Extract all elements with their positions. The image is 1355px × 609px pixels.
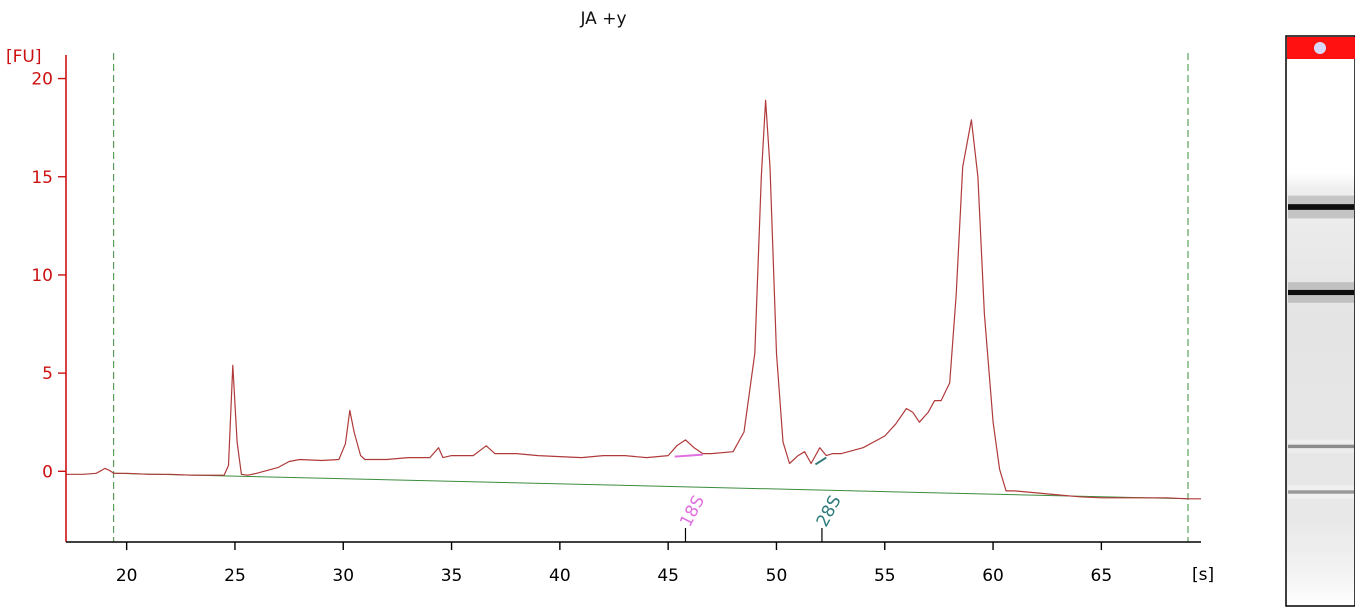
x-tick-label-40: 40 — [549, 566, 571, 586]
x-tick-label-55: 55 — [874, 566, 896, 586]
trace-line — [66, 99, 1201, 500]
plot-area: 0 5 10 15 20 20 25 30 35 40 45 50 55 60 65 18S 28S — [31, 53, 1201, 586]
gel-lane — [1285, 35, 1355, 607]
ann-segment-28S — [814, 456, 827, 466]
ann-segment-18S — [674, 453, 703, 458]
chart-title: JA +y — [579, 9, 626, 29]
gel-frame — [1285, 35, 1355, 607]
ann-label-18S: 18S — [676, 492, 709, 530]
x-tick-label-25: 25 — [224, 566, 246, 586]
baseline — [113, 472, 1189, 500]
y-tick-label-10: 10 — [31, 266, 53, 286]
gel-band-3 — [1288, 490, 1354, 494]
x-tick-label-35: 35 — [441, 566, 463, 586]
gel-band-0 — [1288, 204, 1354, 210]
x-tick-label-60: 60 — [982, 566, 1004, 586]
y-tick-label-0: 0 — [42, 462, 53, 482]
gel-well-dot — [1314, 42, 1326, 54]
gel-band-1 — [1288, 289, 1354, 296]
gel-band-2 — [1288, 444, 1354, 449]
x-tick-label-45: 45 — [657, 566, 679, 586]
y-tick-label-20: 20 — [31, 70, 53, 90]
y-tick-label-5: 5 — [42, 364, 53, 384]
x-tick-label-50: 50 — [766, 566, 788, 586]
x-tick-label-65: 65 — [1091, 566, 1113, 586]
x-tick-label-30: 30 — [332, 566, 354, 586]
y-axis-unit: [FU] — [6, 47, 42, 67]
x-axis-unit: [s] — [1192, 565, 1214, 585]
x-tick-label-20: 20 — [116, 566, 138, 586]
y-tick-label-15: 15 — [31, 168, 53, 188]
ann-label-28S: 28S — [813, 492, 846, 530]
